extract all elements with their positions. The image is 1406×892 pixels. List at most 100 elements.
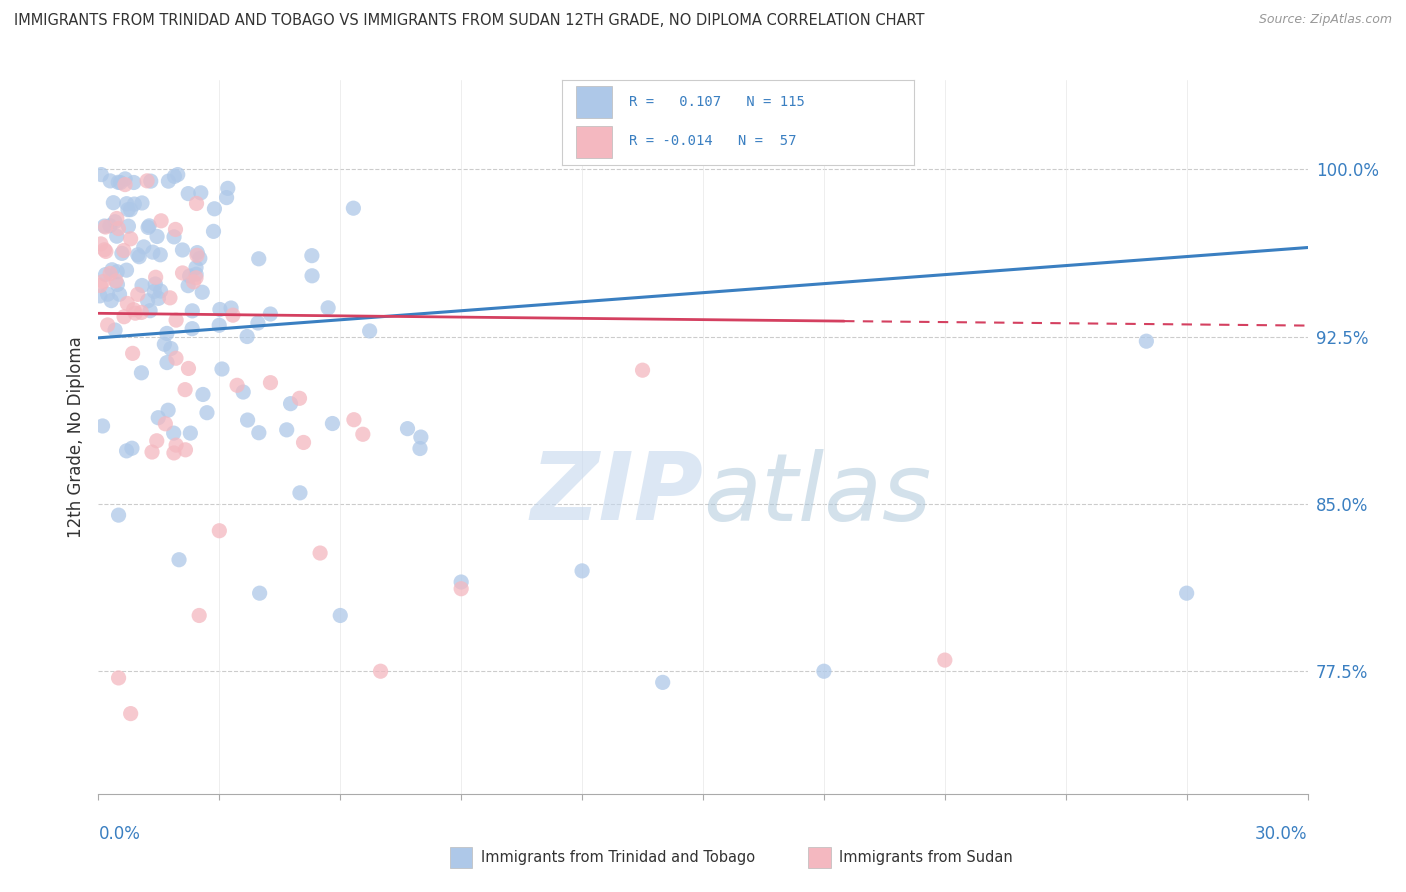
Point	[163, 426, 186, 441]
Point	[236, 329, 259, 343]
Point	[157, 174, 180, 188]
Point	[292, 435, 315, 450]
Point	[89, 278, 111, 293]
Point	[155, 417, 177, 431]
Point	[105, 229, 128, 244]
Text: 30.0%: 30.0%	[1256, 825, 1308, 843]
Point	[157, 403, 180, 417]
Point	[1135, 334, 1157, 349]
Point	[131, 278, 153, 293]
Point	[409, 430, 432, 444]
Point	[112, 244, 135, 258]
Text: 0.0%: 0.0%	[98, 825, 141, 843]
Point	[115, 263, 138, 277]
Point	[100, 293, 122, 308]
Text: atlas: atlas	[703, 449, 931, 540]
Point	[167, 552, 190, 567]
Text: Immigrants from Trinidad and Tobago: Immigrants from Trinidad and Tobago	[481, 850, 755, 864]
Point	[139, 303, 162, 318]
Point	[211, 362, 233, 376]
Point	[136, 293, 159, 308]
Point	[450, 582, 472, 596]
Text: R = -0.014   N =  57: R = -0.014 N = 57	[630, 135, 797, 148]
Point	[127, 287, 149, 301]
Point	[208, 302, 231, 317]
Point	[120, 706, 142, 721]
Point	[122, 176, 145, 190]
Point	[90, 236, 112, 251]
Point	[148, 292, 170, 306]
Point	[343, 413, 366, 427]
Point	[146, 229, 169, 244]
Point	[104, 323, 127, 337]
Point	[104, 274, 127, 288]
Point	[149, 248, 172, 262]
Point	[215, 191, 238, 205]
Point	[276, 423, 298, 437]
Point	[226, 378, 249, 392]
Point	[121, 346, 143, 360]
Point	[288, 392, 311, 406]
Point	[249, 586, 271, 600]
Point	[934, 653, 956, 667]
Point	[121, 441, 143, 455]
Point	[105, 265, 128, 279]
Point	[188, 608, 211, 623]
Point	[177, 278, 200, 293]
Point	[191, 387, 214, 401]
Point	[110, 176, 132, 190]
Point	[105, 277, 128, 292]
Point	[204, 202, 226, 216]
Point	[156, 326, 179, 341]
Point	[246, 316, 269, 330]
Point	[172, 266, 194, 280]
Point	[160, 342, 183, 356]
Point	[179, 268, 201, 283]
Point	[174, 383, 197, 397]
Point	[117, 219, 139, 234]
Point	[217, 181, 239, 195]
Point	[141, 445, 163, 459]
Point	[188, 252, 211, 266]
Point	[165, 222, 187, 236]
Point	[139, 174, 162, 188]
Point	[208, 318, 231, 333]
Point	[163, 230, 186, 244]
Point	[247, 252, 270, 266]
Point	[131, 196, 153, 211]
Point	[94, 268, 117, 282]
Point	[104, 215, 127, 229]
Point	[90, 168, 112, 182]
Point	[184, 260, 207, 275]
Point	[93, 219, 115, 233]
Point	[186, 196, 208, 211]
Point	[98, 219, 121, 233]
Point	[94, 220, 117, 235]
Point	[232, 385, 254, 400]
Point	[120, 232, 142, 246]
Point	[259, 307, 281, 321]
Text: IMMIGRANTS FROM TRINIDAD AND TOBAGO VS IMMIGRANTS FROM SUDAN 12TH GRADE, NO DIPL: IMMIGRANTS FROM TRINIDAD AND TOBAGO VS I…	[14, 13, 925, 29]
Point	[163, 446, 186, 460]
Point	[149, 284, 172, 298]
Point	[208, 524, 231, 538]
Point	[288, 485, 311, 500]
Point	[127, 248, 149, 262]
Point	[219, 301, 242, 315]
Point	[190, 186, 212, 200]
Point	[107, 221, 129, 235]
Point	[124, 197, 146, 211]
Point	[181, 321, 204, 335]
Point	[165, 351, 187, 366]
Point	[352, 427, 374, 442]
Point	[136, 220, 159, 235]
Point	[115, 196, 138, 211]
Point	[132, 240, 155, 254]
Point	[165, 438, 187, 452]
Point	[259, 376, 281, 390]
Point	[236, 413, 259, 427]
Point	[107, 175, 129, 189]
Point	[117, 202, 139, 217]
Point	[247, 425, 270, 440]
Point	[143, 285, 166, 299]
